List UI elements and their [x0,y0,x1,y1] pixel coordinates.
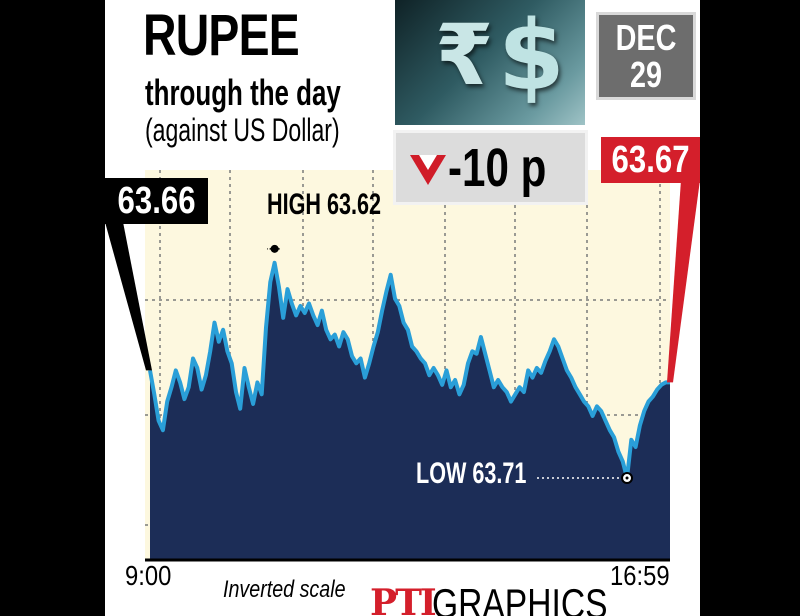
date-month: DEC [615,17,677,58]
change-value: -10 p [448,138,547,198]
inverted-scale-note: Inverted scale [223,576,346,603]
date-badge: DEC 29 [596,12,696,100]
low-annotation: LOW 63.71 [416,457,527,490]
open-value-text: 63.66 [117,180,196,222]
close-value-label: 63.67 [601,137,700,183]
chart-marks [105,180,700,485]
close-pointer [667,180,700,383]
close-value-text: 63.67 [611,139,690,181]
dollar-icon: $ [498,0,565,112]
chart [105,170,700,562]
change-badge: -10 p [393,130,588,205]
high-annotation: HIGH 63.62 [267,188,382,221]
currency-photo: ₹ $ [395,0,585,125]
x-tick-start: 9:00 [125,560,172,591]
down-arrow-inner-icon [419,155,437,170]
chart-subtitle: through the day [145,72,341,113]
chart-subtitle-secondary: (against US Dollar) [145,112,340,148]
area-fill [150,262,670,560]
open-value-label: 63.66 [105,178,208,224]
pti-logo: PTI [370,582,437,616]
graphics-label: GRAPHICS [432,580,608,616]
rupee-icon: ₹ [435,6,494,104]
open-pointer [105,222,152,371]
infographic-card: RUPEE through the day (against US Dollar… [105,0,700,616]
date-day: 29 [629,54,663,95]
chart-title: RUPEE [143,3,300,68]
series-line [148,260,670,480]
x-tick-end: 16:59 [610,560,670,591]
low-point-center [625,476,629,480]
